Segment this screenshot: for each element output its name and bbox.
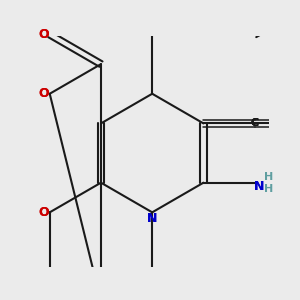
Text: O: O <box>38 87 49 100</box>
Text: O: O <box>38 28 49 41</box>
Text: N: N <box>254 180 264 194</box>
Text: N: N <box>147 212 158 225</box>
Text: O: O <box>38 28 49 41</box>
Text: C: C <box>250 118 259 128</box>
Text: H: H <box>264 184 273 194</box>
Text: C: C <box>250 118 259 128</box>
Text: N: N <box>254 180 264 194</box>
Text: N: N <box>147 212 158 225</box>
Text: O: O <box>38 87 49 100</box>
Text: H: H <box>264 172 273 182</box>
Text: C: C <box>250 118 259 128</box>
Text: O: O <box>38 206 49 219</box>
Text: O: O <box>38 206 49 219</box>
